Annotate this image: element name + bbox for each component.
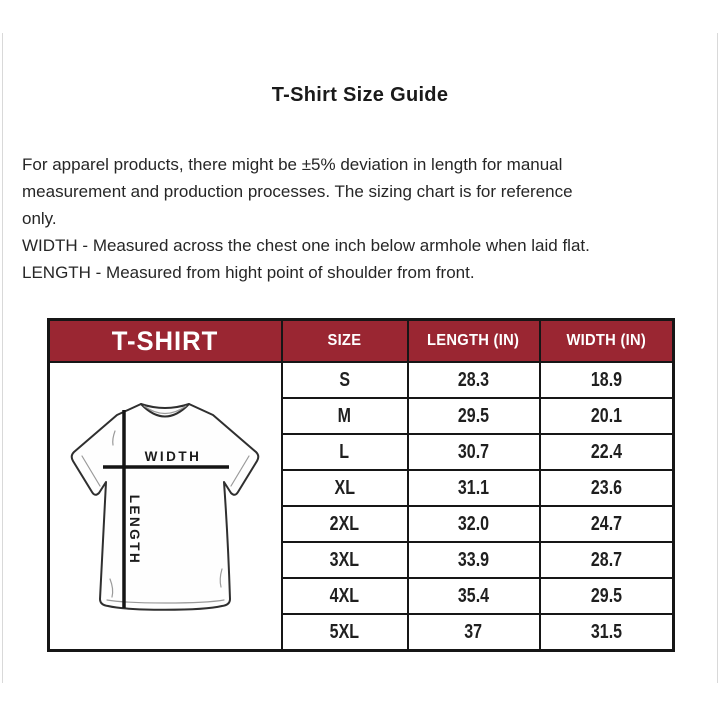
length-cell: 30.7 bbox=[406, 433, 541, 471]
table-header-product: T-SHIRT bbox=[47, 318, 283, 363]
table-header-length: LENGTH (IN) bbox=[406, 318, 541, 363]
tshirt-diagram: WIDTH LENGTH bbox=[70, 402, 260, 611]
size-table: T-SHIRT SIZE LENGTH (IN) WIDTH (IN) bbox=[47, 318, 675, 652]
tshirt-diagram-cell: WIDTH LENGTH bbox=[47, 361, 283, 652]
width-cell: 31.5 bbox=[538, 613, 675, 652]
length-cell: 35.4 bbox=[406, 577, 541, 615]
width-cell: 18.9 bbox=[538, 361, 675, 399]
length-cell: 31.1 bbox=[406, 469, 541, 507]
length-cell: 29.5 bbox=[406, 397, 541, 435]
right-sleeve-seam bbox=[230, 454, 250, 487]
table-row: XL 31.1 23.6 bbox=[49, 469, 675, 507]
table-row: L 30.7 22.4 bbox=[49, 433, 675, 471]
wrinkle-line bbox=[219, 567, 223, 588]
size-cell: 2XL bbox=[280, 505, 409, 543]
collar-inner-line bbox=[143, 404, 187, 414]
width-cell: 29.5 bbox=[538, 577, 675, 615]
wrinkle-line bbox=[111, 429, 116, 446]
size-cell: M bbox=[280, 397, 409, 435]
collar-outer-line bbox=[139, 402, 190, 417]
length-cell: 32.0 bbox=[406, 505, 541, 543]
wrinkle-line bbox=[109, 577, 114, 598]
width-cell: 22.4 bbox=[538, 433, 675, 471]
length-label: LENGTH bbox=[127, 494, 142, 565]
table-row: 5XL 37 31.5 bbox=[49, 613, 675, 652]
size-cell: 4XL bbox=[280, 577, 409, 615]
hem-seam bbox=[106, 598, 225, 604]
width-cell: 23.6 bbox=[538, 469, 675, 507]
table-header-row: T-SHIRT SIZE LENGTH (IN) WIDTH (IN) bbox=[47, 318, 675, 363]
width-label: WIDTH bbox=[144, 449, 201, 464]
product-label: T-SHIRT bbox=[112, 325, 219, 356]
size-cell: XL bbox=[280, 469, 409, 507]
length-cell: 28.3 bbox=[406, 361, 541, 399]
length-cell: 37 bbox=[406, 613, 541, 652]
tshirt-outline bbox=[70, 402, 260, 611]
table-row: WIDTH LENGTH S 28.3 18.9 bbox=[47, 361, 675, 652]
width-cell: 24.7 bbox=[538, 505, 675, 543]
size-cell: 3XL bbox=[280, 541, 409, 579]
table-row: 4XL 35.4 29.5 bbox=[49, 577, 675, 615]
page-title: T-Shirt Size Guide bbox=[271, 84, 449, 106]
left-sleeve-seam bbox=[81, 454, 101, 487]
table-row: M 29.5 20.1 bbox=[49, 397, 675, 435]
size-cell: 5XL bbox=[280, 613, 409, 652]
width-cell: 20.1 bbox=[538, 397, 675, 435]
table-row: 2XL 32.0 24.7 bbox=[49, 505, 675, 543]
width-definition-line: WIDTH - Measured across the chest one in… bbox=[22, 236, 590, 255]
description-text: For apparel products, there might be ±5%… bbox=[22, 151, 698, 286]
size-cell: L bbox=[280, 433, 409, 471]
size-cell: S bbox=[280, 361, 409, 399]
table-header-size: SIZE bbox=[280, 318, 409, 363]
length-cell: 33.9 bbox=[406, 541, 541, 579]
description-line: only. bbox=[22, 209, 57, 228]
length-definition-line: LENGTH - Measured from hight point of sh… bbox=[22, 263, 475, 282]
table-header-width: WIDTH (IN) bbox=[538, 318, 675, 363]
description-line: For apparel products, there might be ±5%… bbox=[22, 155, 563, 174]
description-line: measurement and production processes. Th… bbox=[22, 182, 573, 201]
table-row: 3XL 33.9 28.7 bbox=[49, 541, 675, 579]
width-cell: 28.7 bbox=[538, 541, 675, 579]
